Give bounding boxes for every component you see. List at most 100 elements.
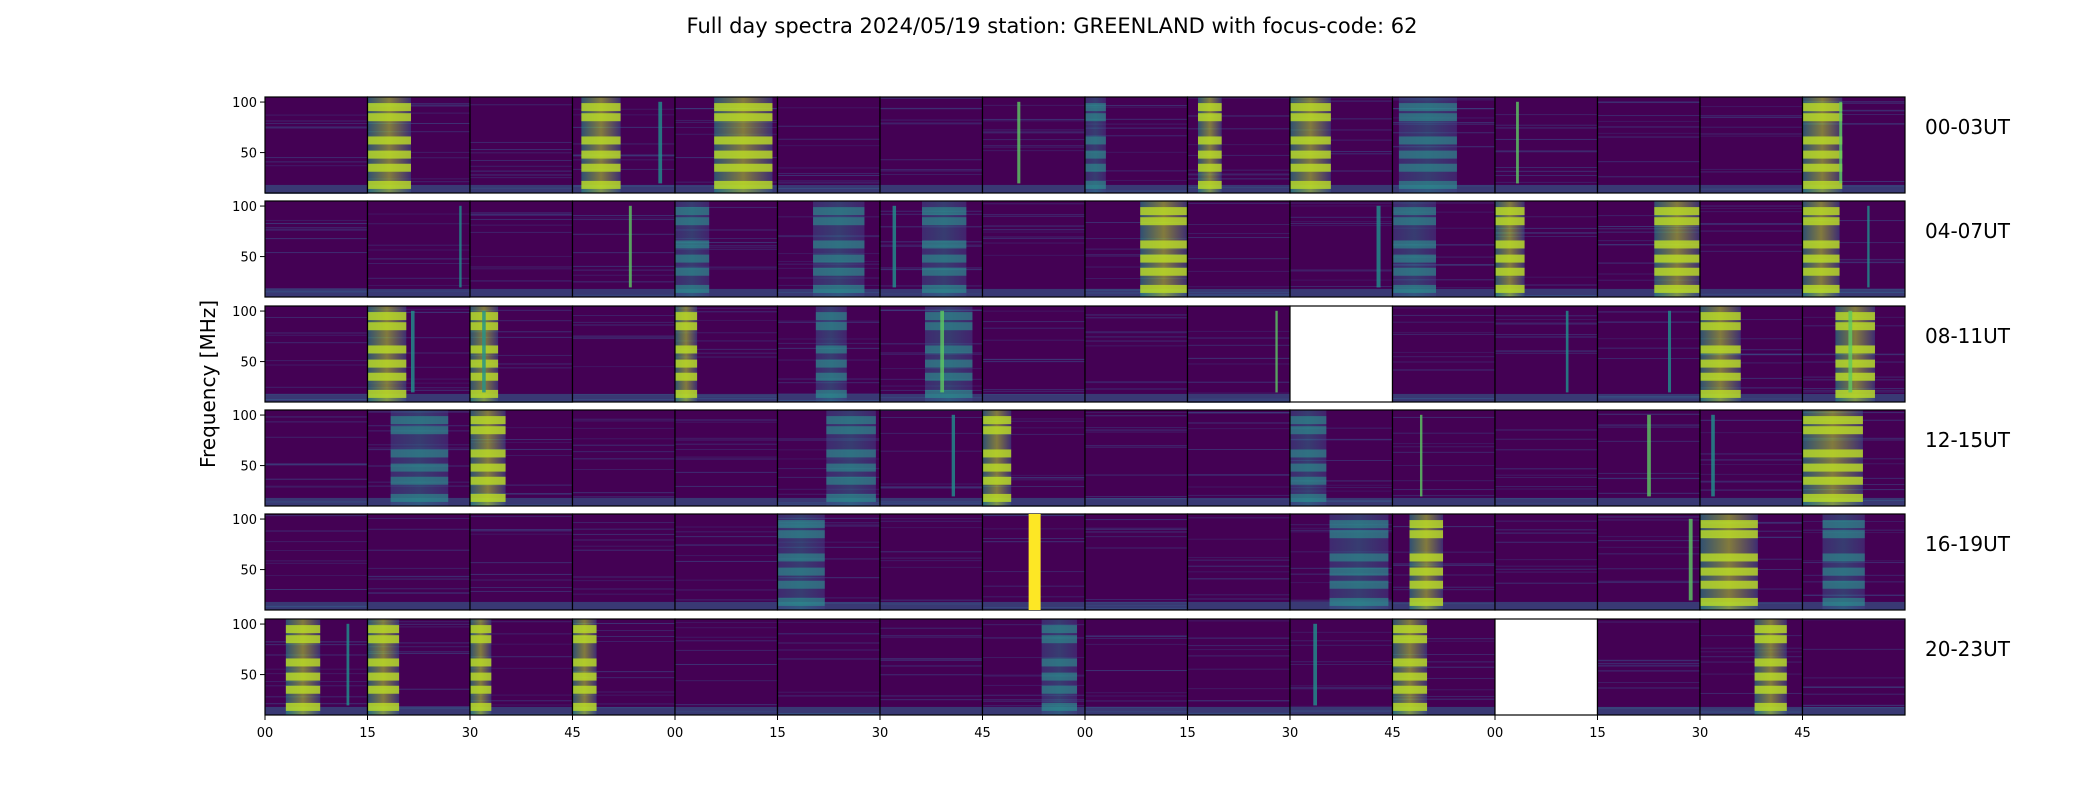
rfi-line bbox=[1392, 574, 1495, 576]
noise-floor bbox=[982, 497, 1085, 506]
rfi-line bbox=[1187, 412, 1290, 414]
emission-band bbox=[470, 476, 506, 485]
rfi-line bbox=[1392, 563, 1495, 565]
noise-floor bbox=[1700, 497, 1803, 506]
rfi-line bbox=[1700, 244, 1803, 246]
panel-background bbox=[880, 410, 983, 506]
emission-band bbox=[367, 103, 411, 112]
rfi-line bbox=[1290, 100, 1393, 102]
rfi-line bbox=[1392, 351, 1495, 353]
emission-band bbox=[367, 359, 407, 368]
rfi-line bbox=[675, 229, 778, 231]
rfi-line bbox=[1802, 180, 1905, 182]
rfi-line bbox=[1187, 344, 1290, 346]
emission-band bbox=[1495, 240, 1525, 249]
emission-band bbox=[925, 322, 973, 331]
noise-floor bbox=[1802, 706, 1905, 715]
rfi-line bbox=[1495, 322, 1598, 324]
emission-band bbox=[470, 635, 492, 644]
emission-band bbox=[1290, 150, 1331, 159]
rfi-line bbox=[1700, 133, 1803, 135]
panel-background bbox=[1700, 410, 1803, 506]
rfi-line bbox=[1700, 354, 1803, 356]
emission-band bbox=[675, 389, 698, 398]
spectrum-panel bbox=[1289, 305, 1394, 403]
emission-band bbox=[1290, 493, 1327, 502]
noise-floor bbox=[572, 184, 675, 193]
emission-band bbox=[1085, 150, 1106, 159]
spectra-row: 100 50 20-23UT bbox=[232, 618, 2011, 716]
emission-band bbox=[714, 113, 773, 122]
emission-band bbox=[572, 702, 597, 711]
emission-block bbox=[1393, 201, 1437, 297]
rfi-line bbox=[1392, 495, 1495, 497]
rfi-line bbox=[1700, 250, 1803, 252]
rfi-line bbox=[1802, 123, 1905, 125]
rfi-line bbox=[1392, 489, 1495, 491]
emission-band bbox=[581, 163, 621, 172]
rfi-line bbox=[265, 219, 368, 221]
rfi-line bbox=[572, 217, 675, 219]
rfi-line bbox=[367, 575, 470, 577]
noise-floor bbox=[1187, 706, 1290, 715]
rfi-line bbox=[470, 231, 573, 233]
emission-band bbox=[1495, 284, 1525, 293]
emission-band bbox=[777, 520, 825, 529]
emission-band bbox=[675, 359, 698, 368]
spectrum-panel bbox=[264, 409, 369, 507]
rfi-line bbox=[572, 576, 675, 578]
spectrum-panel bbox=[264, 513, 369, 611]
rfi-line bbox=[675, 242, 778, 244]
noise-floor bbox=[572, 601, 675, 610]
emission-band bbox=[714, 163, 773, 172]
rfi-line bbox=[880, 416, 983, 418]
rfi-line bbox=[1187, 649, 1290, 651]
emission-band bbox=[367, 389, 407, 398]
spectrum-panel bbox=[366, 618, 471, 716]
rfi-line bbox=[1187, 688, 1290, 690]
rfi-line bbox=[367, 382, 470, 384]
rfi-line bbox=[1495, 565, 1598, 567]
rfi-line bbox=[265, 157, 368, 159]
burst-line bbox=[940, 310, 945, 393]
emission-band bbox=[367, 113, 411, 122]
rfi-line bbox=[470, 149, 573, 151]
rfi-line bbox=[1392, 661, 1495, 663]
spectrum-panel bbox=[1084, 409, 1189, 507]
rfi-line bbox=[367, 262, 470, 264]
spectrum-panel bbox=[981, 305, 1086, 403]
y-tick-label: 50 bbox=[240, 669, 257, 684]
panel-background bbox=[675, 514, 778, 610]
rfi-line bbox=[880, 557, 983, 559]
y-tick-label: 50 bbox=[240, 356, 257, 371]
rfi-line bbox=[265, 334, 368, 336]
rfi-line bbox=[675, 555, 778, 557]
rfi-line bbox=[1290, 139, 1393, 141]
rfi-line bbox=[982, 637, 1085, 639]
rfi-line bbox=[1495, 352, 1598, 354]
emission-band bbox=[1802, 207, 1840, 216]
rfi-line bbox=[1187, 448, 1290, 450]
rfi-line bbox=[1597, 132, 1700, 134]
emission-band bbox=[815, 322, 847, 331]
rfi-line bbox=[470, 104, 573, 106]
y-tick-label: 50 bbox=[240, 460, 257, 475]
panel-background bbox=[572, 410, 675, 506]
emission-band bbox=[367, 672, 400, 681]
rfi-line bbox=[1802, 102, 1905, 104]
rfi-line bbox=[1495, 571, 1598, 573]
rfi-line bbox=[777, 695, 880, 697]
rfi-line bbox=[675, 419, 778, 421]
spectrum-panel bbox=[366, 409, 471, 507]
spectrum-panel bbox=[981, 618, 1086, 716]
spectrum-panel bbox=[264, 618, 369, 716]
spectrum-panel bbox=[1699, 513, 1804, 611]
emission-band bbox=[1290, 416, 1327, 425]
rfi-line bbox=[1700, 463, 1803, 465]
rfi-line bbox=[675, 348, 778, 350]
noise-floor bbox=[982, 393, 1085, 402]
burst-line bbox=[482, 310, 486, 393]
rfi-line bbox=[1085, 345, 1188, 347]
emission-block bbox=[470, 410, 506, 506]
rfi-line bbox=[1085, 170, 1188, 172]
